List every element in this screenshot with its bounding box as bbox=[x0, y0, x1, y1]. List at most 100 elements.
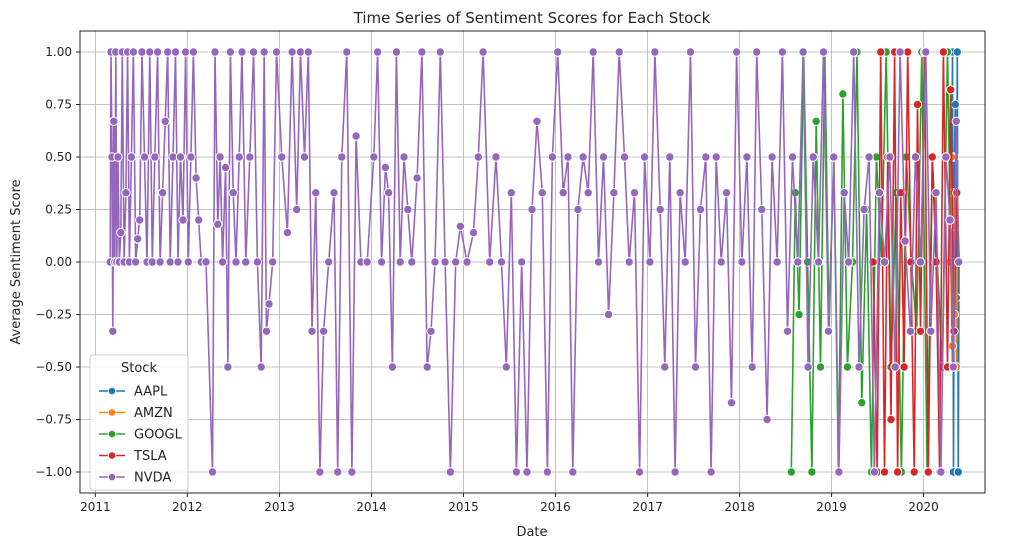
data-point-nvda bbox=[624, 257, 634, 267]
data-point-googl bbox=[802, 257, 813, 267]
data-point-nvda bbox=[225, 47, 236, 57]
data-point-nvda bbox=[133, 234, 143, 244]
data-point-nvda bbox=[573, 204, 583, 215]
data-point-nvda bbox=[426, 326, 436, 336]
data-point-nvda bbox=[137, 47, 147, 57]
data-point-nvda bbox=[685, 47, 696, 57]
data-point-nvda bbox=[752, 47, 762, 57]
data-point-nvda bbox=[517, 257, 527, 267]
data-point-nvda bbox=[287, 47, 297, 57]
data-point-nvda bbox=[553, 47, 563, 57]
data-point-nvda bbox=[462, 257, 472, 267]
data-point-nvda bbox=[859, 204, 869, 215]
data-point-nvda bbox=[742, 152, 752, 162]
data-point-nvda bbox=[237, 47, 247, 57]
data-point-nvda bbox=[890, 362, 900, 372]
series-nvda bbox=[105, 47, 964, 477]
data-point-nvda bbox=[829, 152, 839, 162]
legend-label-nvda: NVDA bbox=[134, 471, 171, 486]
data-point-nvda bbox=[629, 188, 640, 198]
data-point-nvda bbox=[726, 398, 737, 408]
data-point-nvda bbox=[645, 257, 655, 267]
data-point-nvda bbox=[468, 227, 479, 238]
series-layer bbox=[105, 47, 964, 477]
data-point-nvda bbox=[109, 116, 119, 127]
data-point-nvda bbox=[680, 257, 690, 267]
data-point-nvda bbox=[241, 257, 251, 267]
data-point-nvda bbox=[395, 257, 405, 267]
data-point-nvda bbox=[351, 131, 361, 141]
data-point-googl bbox=[857, 398, 867, 408]
data-point-nvda bbox=[921, 47, 931, 57]
data-point-nvda bbox=[593, 257, 604, 267]
data-point-nvda bbox=[945, 215, 955, 225]
y-axis-label: Average Sentiment Score bbox=[9, 179, 24, 344]
data-point-nvda bbox=[403, 204, 413, 215]
x-tick-label: 2017 bbox=[632, 500, 663, 514]
data-point-nvda bbox=[391, 47, 402, 57]
data-point-nvda bbox=[639, 152, 650, 162]
data-point-nvda bbox=[234, 152, 244, 162]
data-point-nvda bbox=[126, 152, 137, 162]
data-point-nvda bbox=[215, 152, 225, 162]
data-point-nvda bbox=[412, 173, 422, 183]
data-point-nvda bbox=[747, 362, 757, 372]
data-point-tsla bbox=[906, 257, 916, 267]
y-tick-label: 0.50 bbox=[45, 150, 72, 164]
data-point-nvda bbox=[268, 257, 278, 267]
data-point-nvda bbox=[121, 188, 131, 198]
data-point-nvda bbox=[721, 188, 732, 198]
data-point-nvda bbox=[430, 257, 440, 267]
data-point-nvda bbox=[660, 362, 670, 372]
data-point-nvda bbox=[563, 152, 573, 162]
data-point-nvda bbox=[451, 257, 461, 267]
legend-title: Stock bbox=[121, 361, 157, 376]
legend: Stock AAPL AMZN GOOGL TSLA NVDA bbox=[89, 354, 189, 491]
data-point-nvda bbox=[772, 257, 782, 267]
data-point-nvda bbox=[478, 47, 488, 57]
data-point-nvda bbox=[900, 236, 910, 246]
data-point-aapl bbox=[950, 99, 960, 110]
data-point-nvda bbox=[160, 116, 170, 127]
data-point-nvda bbox=[568, 467, 578, 477]
data-point-nvda bbox=[915, 257, 926, 267]
data-point-nvda bbox=[655, 204, 665, 215]
data-point-nvda bbox=[380, 162, 391, 173]
data-point-nvda bbox=[245, 152, 255, 162]
data-point-nvda bbox=[527, 204, 537, 215]
data-point-nvda bbox=[869, 467, 880, 477]
data-point-nvda bbox=[496, 257, 507, 267]
data-point-nvda bbox=[220, 162, 231, 173]
data-point-nvda bbox=[188, 47, 199, 57]
data-point-tsla bbox=[909, 467, 919, 477]
data-point-nvda bbox=[455, 221, 466, 232]
y-tick-label: −1.00 bbox=[35, 465, 72, 479]
data-point-nvda bbox=[170, 47, 181, 57]
legend-marker-tsla bbox=[107, 451, 117, 460]
data-point-nvda bbox=[895, 47, 905, 57]
data-point-nvda bbox=[491, 152, 501, 162]
y-tick-label: −0.25 bbox=[35, 308, 72, 322]
data-point-nvda bbox=[711, 152, 721, 162]
data-point-nvda bbox=[762, 414, 772, 425]
data-point-googl bbox=[815, 362, 826, 372]
data-point-nvda bbox=[299, 152, 310, 162]
data-point-nvda bbox=[767, 152, 777, 162]
data-point-nvda bbox=[874, 188, 885, 198]
x-tick-label: 2018 bbox=[724, 500, 755, 514]
data-point-nvda bbox=[186, 152, 196, 162]
data-point-nvda bbox=[782, 326, 793, 336]
data-point-nvda bbox=[839, 188, 849, 198]
y-tick-label: −0.75 bbox=[35, 413, 72, 427]
data-point-googl bbox=[786, 467, 796, 477]
data-point-nvda bbox=[701, 152, 711, 162]
data-point-googl bbox=[842, 362, 853, 372]
x-tick-label: 2019 bbox=[816, 500, 847, 514]
data-point-nvda bbox=[264, 299, 274, 309]
data-point-aapl bbox=[953, 467, 963, 477]
data-point-nvda bbox=[147, 257, 158, 267]
data-point-nvda bbox=[558, 188, 568, 198]
data-point-nvda bbox=[256, 362, 266, 372]
data-point-nvda bbox=[931, 188, 941, 198]
